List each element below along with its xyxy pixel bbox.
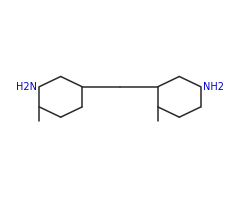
Text: H2N: H2N [16, 82, 37, 92]
Text: NH2: NH2 [203, 82, 224, 92]
